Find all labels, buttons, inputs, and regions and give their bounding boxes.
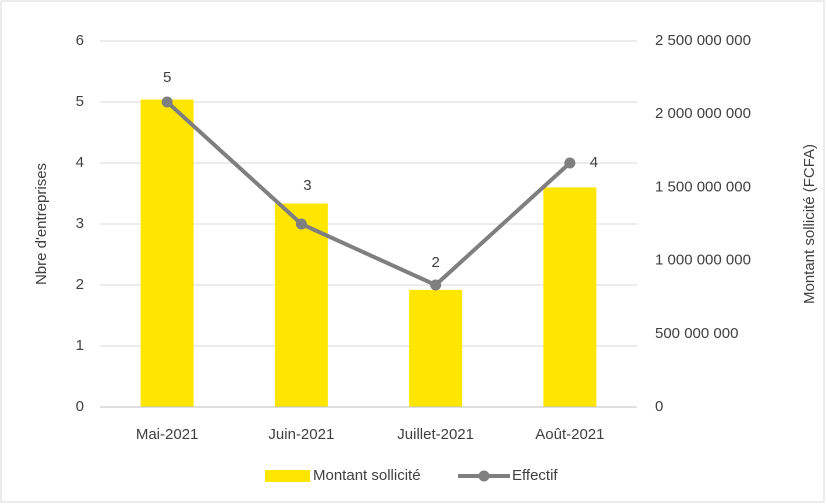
y-tick-label: 2 bbox=[76, 276, 84, 293]
data-label: 2 bbox=[431, 254, 439, 271]
x-tick-label: Mai-2021 bbox=[136, 426, 199, 443]
y-tick-label: 4 bbox=[76, 154, 84, 171]
y-tick-label: 3 bbox=[76, 215, 84, 232]
y2-tick-label: 500 000 000 bbox=[655, 325, 738, 342]
y-tick-label: 6 bbox=[76, 32, 84, 49]
y2-tick-label: 2 500 000 000 bbox=[655, 32, 751, 49]
y-tick-label: 1 bbox=[76, 337, 84, 354]
data-label: 5 bbox=[163, 69, 171, 86]
bar bbox=[274, 203, 328, 407]
point bbox=[161, 96, 173, 108]
legend-label: Effectif bbox=[512, 467, 558, 484]
x-tick-label: Juillet-2021 bbox=[397, 426, 474, 443]
data-label: 3 bbox=[303, 177, 311, 194]
y2-tick-label: 1 500 000 000 bbox=[655, 178, 751, 195]
line bbox=[165, 100, 572, 287]
y-axis-title: Nbre d'entreprises bbox=[33, 163, 50, 285]
y2-tick-label: 0 bbox=[655, 398, 663, 415]
y2-tick-label: 1 000 000 000 bbox=[655, 252, 751, 269]
legend-swatch bbox=[265, 470, 310, 482]
bar bbox=[543, 187, 597, 407]
bar bbox=[409, 289, 463, 407]
point bbox=[295, 218, 307, 230]
x-tick-label: Juin-2021 bbox=[268, 426, 334, 443]
legend-label: Montant sollicité bbox=[313, 467, 421, 484]
data-label: 4 bbox=[590, 154, 598, 171]
x-tick-label: Août-2021 bbox=[535, 426, 604, 443]
point bbox=[564, 157, 576, 169]
y-tick-label: 5 bbox=[76, 93, 84, 110]
y2-axis-title: Montant sollicité (FCFA) bbox=[801, 144, 818, 304]
legend-marker bbox=[478, 470, 490, 482]
y2-tick-label: 2 000 000 000 bbox=[655, 105, 751, 122]
y-tick-label: 0 bbox=[76, 398, 84, 415]
bar bbox=[140, 99, 194, 407]
point bbox=[430, 279, 442, 291]
